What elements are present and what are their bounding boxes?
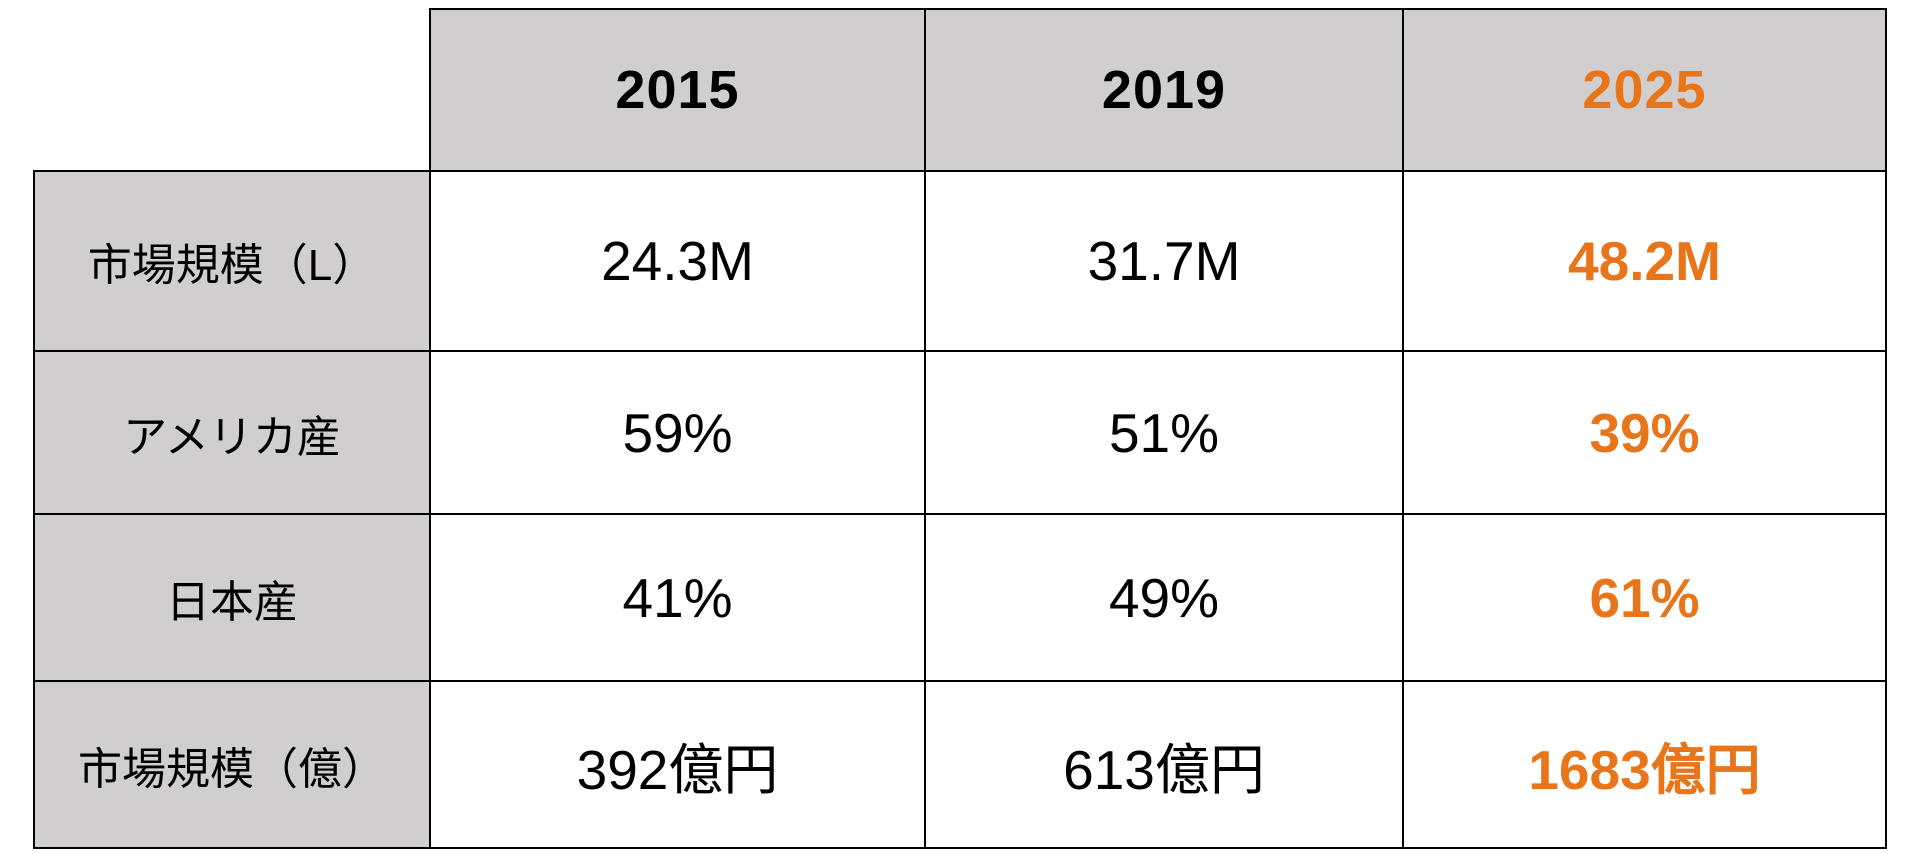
column-header-2025: 2025 — [1402, 8, 1887, 172]
value-market-size-yen-2025: 1683億円 — [1402, 680, 1887, 849]
value-japanese-share-2015: 41% — [429, 513, 926, 682]
value-market-size-liters-2015: 24.3M — [429, 170, 926, 352]
column-header-2015: 2015 — [429, 8, 926, 172]
row-label-japanese-share: 日本産 — [33, 513, 431, 682]
table-row-market-size-liters: 市場規模（L） 24.3M 31.7M 48.2M — [33, 170, 1887, 352]
row-label-american-share: アメリカ産 — [33, 350, 431, 515]
value-american-share-2015: 59% — [429, 350, 926, 515]
table-header-row: 2015 2019 2025 — [34, 8, 1887, 172]
value-market-size-yen-2019: 613億円 — [924, 680, 1404, 849]
column-header-2019: 2019 — [924, 8, 1404, 172]
corner-empty-cell — [34, 9, 430, 171]
row-label-market-size-yen: 市場規模（億） — [33, 680, 431, 849]
value-japanese-share-2025: 61% — [1402, 513, 1887, 682]
row-label-market-size-liters: 市場規模（L） — [33, 170, 431, 352]
table-row-american-share: アメリカ産 59% 51% 39% — [33, 350, 1887, 515]
table-row-market-size-yen: 市場規模（億） 392億円 613億円 1683億円 — [33, 680, 1887, 849]
value-market-size-liters-2019: 31.7M — [924, 170, 1404, 352]
value-market-size-yen-2015: 392億円 — [429, 680, 926, 849]
value-japanese-share-2019: 49% — [924, 513, 1404, 682]
market-table: 2015 2019 2025 市場規模（L） 24.3M 31.7M 48.2M… — [33, 8, 1887, 849]
value-american-share-2019: 51% — [924, 350, 1404, 515]
value-american-share-2025: 39% — [1402, 350, 1887, 515]
table-row-japanese-share: 日本産 41% 49% 61% — [33, 513, 1887, 682]
value-market-size-liters-2025: 48.2M — [1402, 170, 1887, 352]
